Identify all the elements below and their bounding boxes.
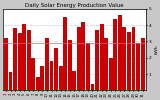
Bar [50, 61, 53, 90]
Bar [100, 24, 104, 90]
Bar [63, 17, 67, 90]
Text: kWh: kWh [154, 45, 158, 54]
Bar [118, 15, 122, 90]
Bar [68, 40, 72, 90]
Title: Daily Solar Energy Production Value: Daily Solar Energy Production Value [25, 3, 124, 8]
Bar [54, 48, 58, 90]
Bar [127, 32, 131, 90]
Bar [59, 66, 63, 90]
Bar [22, 24, 26, 90]
Bar [91, 84, 94, 90]
Bar [18, 33, 22, 90]
Bar [9, 72, 12, 90]
Bar [31, 58, 35, 90]
Bar [104, 38, 108, 90]
Bar [36, 77, 40, 90]
Bar [40, 66, 44, 90]
Bar [109, 58, 113, 90]
Bar [77, 27, 81, 90]
Bar [81, 22, 85, 90]
Bar [95, 30, 99, 90]
Bar [72, 71, 76, 90]
Bar [86, 43, 90, 90]
Bar [132, 27, 135, 90]
Bar [13, 28, 17, 90]
Bar [122, 27, 126, 90]
Bar [27, 30, 31, 90]
Bar [113, 19, 117, 90]
Bar [4, 38, 8, 90]
Bar [141, 38, 144, 90]
Bar [45, 38, 49, 90]
Bar [136, 43, 140, 90]
